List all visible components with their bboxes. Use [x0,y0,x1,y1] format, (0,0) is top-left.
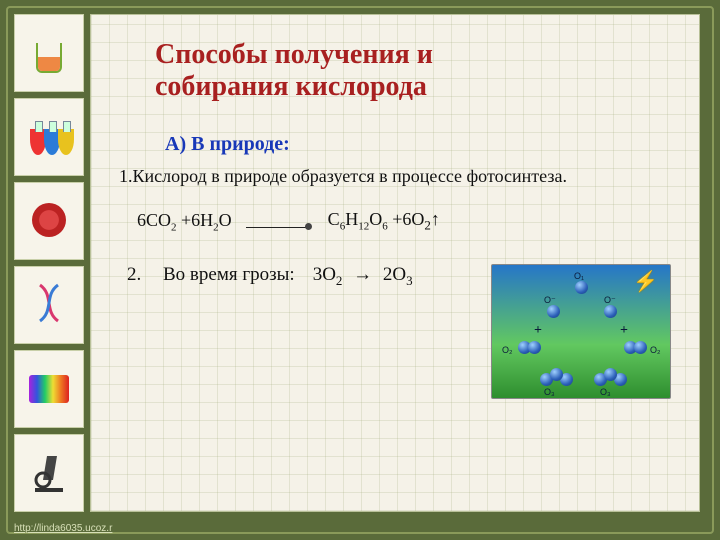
content-panel: Способы получения и собирания кислорода … [90,14,700,512]
label-o3-right: O₃ [600,387,611,397]
label-o2-right: O₂ [650,345,661,355]
title-line-1: Способы получения и [155,39,433,70]
slide-title: Способы получения и собирания кислорода [155,39,671,103]
sidebar-dna-icon [14,266,84,344]
eq1-lhs: 6CO2 +6H2O [137,210,232,234]
equation-photosynthesis: 6CO2 +6H2O C6H12O6 +6O2↑ [137,209,671,234]
label-o2-left: O₂ [502,345,513,355]
sidebar [14,14,84,512]
label-o1: O₁ [574,271,584,281]
mol-o2-left [518,341,541,354]
mol-o3-right [594,373,627,386]
sidebar-gear-icon [14,182,84,260]
section-a-heading: А) В природе: [165,133,671,156]
source-link[interactable]: http://linda6035.ucoz.r [14,523,112,534]
plus-right: + [620,323,628,339]
ozone-diagram: ⚡ O₁ O⁻ O⁻ + + O₂ O₂ O₃ O₃ [491,264,671,399]
ion-right [604,305,617,318]
reaction-arrow-icon [246,221,314,239]
sidebar-beakers-icon [14,14,84,92]
item-2-number: 2. [127,264,145,286]
mol-o2-right [624,341,647,354]
item-1-body: Кислород в природе образуется в процессе… [133,166,567,186]
item-2-text: Во время грозы: [163,264,295,286]
label-ion-left: O⁻ [544,295,556,306]
equation-ozone: 3O2 → 2O3 [313,264,413,289]
lightning-icon: ⚡ [633,269,658,294]
item-1-text: 1.Кислород в природе образуется в процес… [119,166,671,187]
label-ion-right: O⁻ [604,295,616,306]
eq1-rhs: C6H12O6 +6O2↑ [328,209,440,234]
item-2-row: 2. Во время грозы: 3O2 → 2O3 ⚡ O₁ O⁻ O⁻ … [127,264,671,399]
sidebar-spectrum-icon [14,350,84,428]
sidebar-microscope-icon [14,434,84,512]
sidebar-flasks-icon [14,98,84,176]
label-o3-left: O₃ [544,387,555,397]
plus-left: + [534,323,542,339]
arrow-right-icon: → [353,264,372,285]
title-line-2: собирания кислорода [155,71,427,102]
ion-left [547,305,560,318]
atom-o1 [575,281,588,294]
mol-o3-left [540,373,573,386]
